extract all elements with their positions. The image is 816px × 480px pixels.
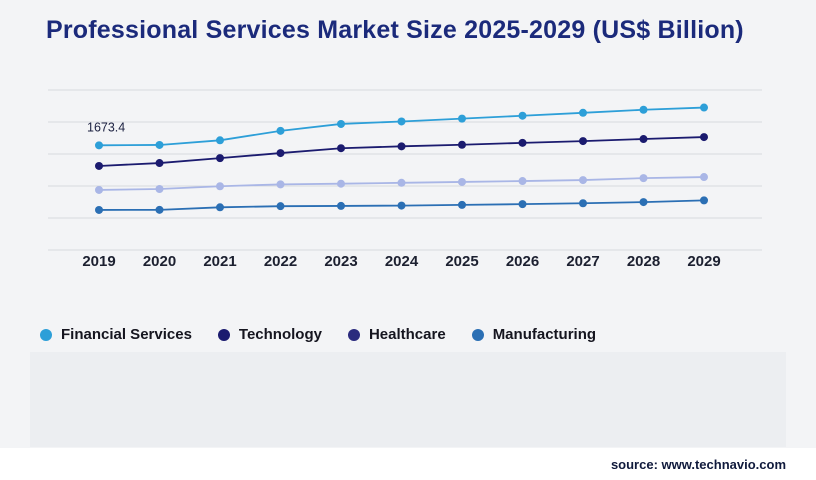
x-tick-label: 2019 [82, 253, 115, 270]
marker-financial-services [276, 126, 285, 135]
marker-technology [397, 142, 406, 151]
marker-technology [337, 144, 345, 153]
legend-dot-healthcare [347, 328, 360, 341]
legend-dot-financial-services [40, 328, 52, 341]
legend-label: Technology [238, 326, 322, 343]
marker-manufacturing [458, 200, 466, 209]
line-technology [98, 136, 705, 167]
legend: Financial Services Technology Healthcare Ma… [40, 326, 596, 343]
x-tick-label: 2027 [566, 253, 599, 270]
marker-financial-services [700, 103, 708, 112]
marker-financial-services [155, 140, 164, 149]
marker-healthcare [337, 179, 345, 188]
legend-item-financial-services: Financial Services [40, 326, 192, 343]
marker-manufacturing [518, 200, 527, 209]
marker-manufacturing [155, 205, 164, 214]
marker-healthcare [95, 185, 103, 194]
legend-item-manufacturing: Manufacturing [471, 326, 597, 343]
marker-manufacturing [95, 205, 103, 214]
x-tick-label: 2020 [143, 253, 176, 270]
legend-dot-technology [217, 328, 230, 341]
source-credit: source: www.technavio.com [610, 456, 786, 472]
x-tick-label: 2028 [627, 253, 660, 270]
marker-healthcare [276, 180, 285, 189]
marker-financial-services [579, 108, 587, 117]
data-label: 1673.4 [87, 120, 125, 134]
marker-healthcare [518, 177, 527, 186]
legend-dot-manufacturing [471, 328, 484, 341]
marker-financial-services [216, 136, 224, 145]
marker-technology [639, 135, 648, 144]
marker-manufacturing [579, 199, 587, 208]
footer-bar: source: www.technavio.com [0, 448, 816, 480]
legend-label: Healthcare [368, 326, 446, 343]
legend-item-healthcare: Healthcare [347, 326, 446, 343]
x-tick-label: 2022 [264, 253, 297, 270]
marker-technology [579, 137, 587, 146]
marker-manufacturing [397, 201, 406, 210]
x-tick-label: 2024 [385, 253, 419, 270]
footer-panel [30, 352, 786, 447]
marker-technology [95, 161, 103, 170]
marker-technology [458, 140, 466, 149]
marker-manufacturing [337, 201, 345, 210]
marker-technology [276, 149, 285, 158]
marker-healthcare [216, 182, 224, 191]
marker-technology [155, 159, 164, 168]
marker-healthcare [458, 177, 466, 186]
x-tick-label: 2029 [687, 253, 720, 270]
page-title: Professional Services Market Size 2025-2… [46, 16, 744, 44]
marker-healthcare [579, 176, 587, 185]
marker-financial-services [458, 114, 466, 123]
marker-healthcare [700, 173, 708, 182]
marker-technology [518, 138, 527, 147]
marker-financial-services [518, 111, 527, 120]
marker-healthcare [397, 178, 406, 187]
x-tick-label: 2026 [506, 253, 539, 270]
marker-technology [700, 133, 708, 142]
marker-manufacturing [216, 203, 224, 212]
legend-item-technology: Technology [217, 326, 322, 343]
marker-technology [216, 154, 224, 163]
marker-healthcare [639, 174, 648, 183]
x-tick-label: 2023 [324, 253, 357, 270]
legend-label: Financial Services [61, 326, 192, 343]
marker-manufacturing [700, 196, 708, 205]
marker-manufacturing [639, 198, 648, 207]
marker-financial-services [95, 141, 103, 150]
marker-healthcare [155, 185, 164, 193]
marker-financial-services [337, 119, 345, 128]
x-tick-label: 2025 [445, 253, 478, 270]
legend-label: Manufacturing [492, 326, 597, 343]
marker-financial-services [397, 117, 406, 126]
market-size-line-chart: 2019 2020 2021 2022 2023 2024 2025 2026 2027 2028… [48, 89, 762, 270]
marker-financial-services [639, 105, 648, 114]
x-tick-label: 2021 [203, 253, 236, 270]
marker-manufacturing [276, 202, 285, 211]
